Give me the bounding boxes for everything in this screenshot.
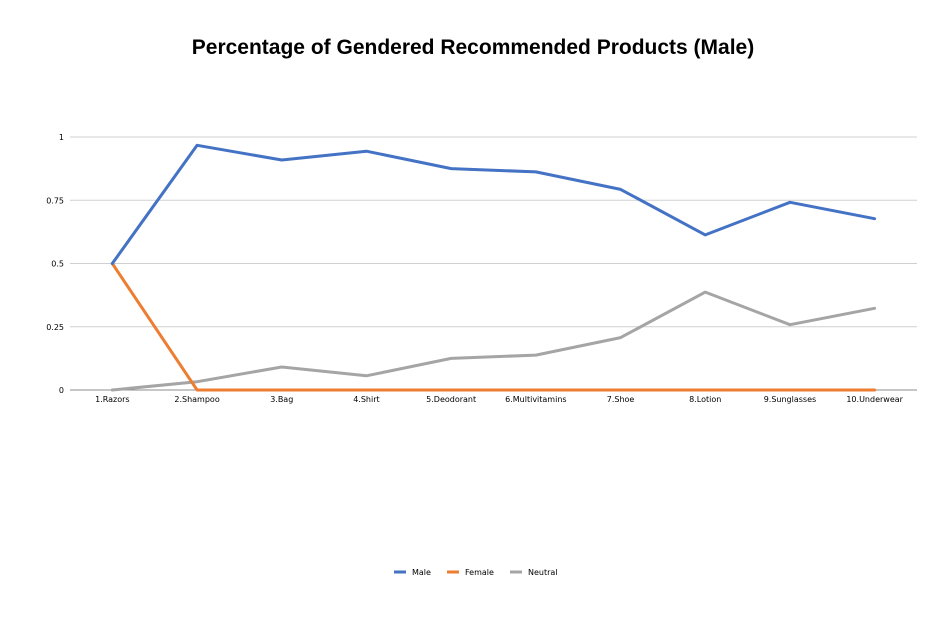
x-tick-label: 5.Deodorant [426,395,476,404]
gridlines [70,136,917,391]
legend-label-female: Female [465,568,494,577]
series-line-male [110,143,877,265]
x-tick-label: 6.Multivitamins [505,395,566,404]
x-tick-label: 3.Bag [270,395,293,404]
x-tick-label: 10.Underwear [846,395,903,404]
x-axis-ticks: 1.Razors 2.Shampoo 3.Bag 4.Shirt 5.Deodorant… [95,395,904,404]
series-line-female [110,262,877,392]
x-tick-label: 2.Shampoo [174,395,219,404]
y-tick-label: 0.25 [46,323,64,332]
x-tick-label: 8.Lotion [689,395,721,404]
y-tick-label: 0 [59,386,64,395]
x-tick-label: 4.Shirt [353,395,379,404]
y-tick-label: 1 [59,133,64,142]
y-axis-ticks: 0 0.25 0.5 0.75 1 [46,133,64,395]
x-tick-label: 9.Sunglasses [764,395,816,404]
series-lines [110,143,877,392]
legend-label-male: Male [412,568,431,577]
y-tick-label: 0.5 [51,260,64,269]
legend: Male Female Neutral [394,568,558,577]
chart-title: Percentage of Gendered Recommended Produ… [191,36,755,59]
x-tick-label: 7.Shoe [607,395,635,404]
x-tick-label: 1.Razors [95,395,129,404]
legend-label-neutral: Neutral [528,568,558,577]
series-line-neutral [110,290,877,392]
y-tick-label: 0.75 [46,196,64,205]
